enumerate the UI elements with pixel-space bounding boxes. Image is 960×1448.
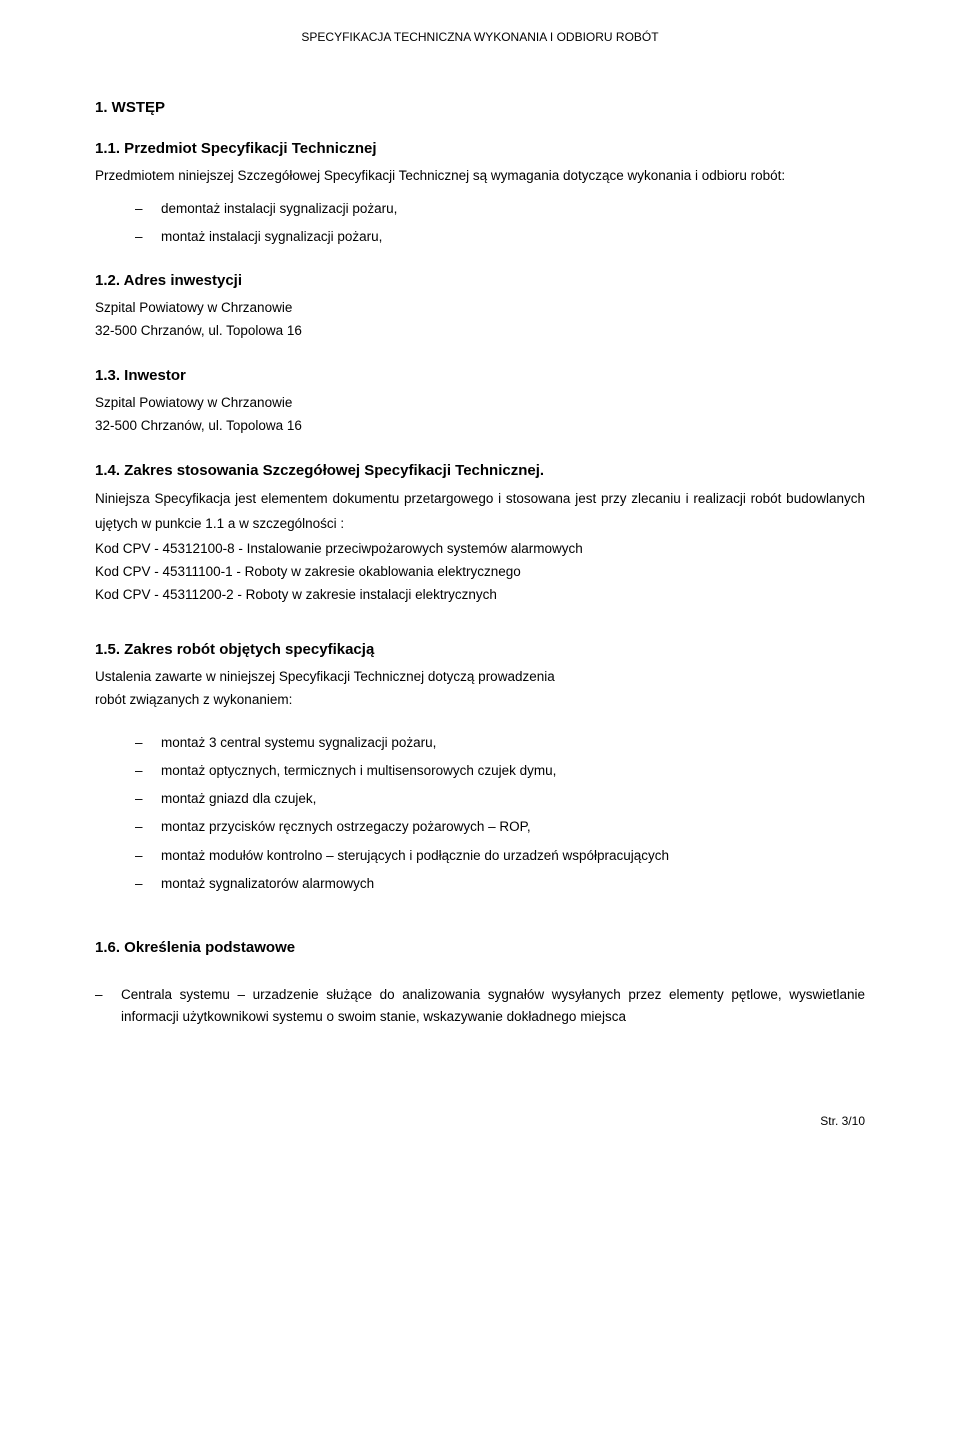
list-1-6: Centrala systemu – urzadzenie służące do… <box>95 984 865 1029</box>
page-footer: Str. 3/10 <box>95 1114 865 1128</box>
address-line: Szpital Powiatowy w Chrzanowie <box>95 297 865 320</box>
list-item: montaz przycisków ręcznych ostrzegaczy p… <box>135 816 865 838</box>
heading-1-6: 1.6. Określenia podstawowe <box>95 939 865 956</box>
list-1-5: montaż 3 central systemu sygnalizacji po… <box>95 732 865 896</box>
investor-line: Szpital Powiatowy w Chrzanowie <box>95 392 865 415</box>
list-item: montaż gniazd dla czujek, <box>135 788 865 810</box>
cpv-code: Kod CPV - 45311200-2 - Roboty w zakresie… <box>95 584 865 607</box>
list-item: montaż 3 central systemu sygnalizacji po… <box>135 732 865 754</box>
heading-1-4: 1.4. Zakres stosowania Szczegółowej Spec… <box>95 462 865 479</box>
heading-1-5: 1.5. Zakres robót objętych specyfikacją <box>95 641 865 658</box>
cpv-code: Kod CPV - 45311100-1 - Roboty w zakresie… <box>95 561 865 584</box>
cpv-code: Kod CPV - 45312100-8 - Instalowanie prze… <box>95 538 865 561</box>
p-1-5: robót związanych z wykonaniem: <box>95 689 865 712</box>
list-item: montaż modułów kontrolno – sterujących i… <box>135 845 865 867</box>
p-1-1-intro: Przedmiotem niniejszej Szczegółowej Spec… <box>95 165 865 188</box>
list-item: demontaż instalacji sygnalizacji pożaru, <box>135 198 865 220</box>
list-item: Centrala systemu – urzadzenie służące do… <box>95 984 865 1029</box>
page-header: SPECYFIKACJA TECHNICZNA WYKONANIA I ODBI… <box>95 30 865 44</box>
list-1-1: demontaż instalacji sygnalizacji pożaru,… <box>95 198 865 249</box>
heading-1: 1. WSTĘP <box>95 99 865 116</box>
heading-1-3: 1.3. Inwestor <box>95 367 865 384</box>
address-line: 32-500 Chrzanów, ul. Topolowa 16 <box>95 320 865 343</box>
heading-1-1: 1.1. Przedmiot Specyfikacji Technicznej <box>95 140 865 157</box>
p-1-5: Ustalenia zawarte w niniejszej Specyfika… <box>95 666 865 689</box>
investor-line: 32-500 Chrzanów, ul. Topolowa 16 <box>95 415 865 438</box>
heading-1-2: 1.2. Adres inwestycji <box>95 272 865 289</box>
p-1-4: Niniejsza Specyfikacja jest elementem do… <box>95 487 865 536</box>
list-item: montaż optycznych, termicznych i multise… <box>135 760 865 782</box>
list-item: montaż instalacji sygnalizacji pożaru, <box>135 226 865 248</box>
list-item: montaż sygnalizatorów alarmowych <box>135 873 865 895</box>
